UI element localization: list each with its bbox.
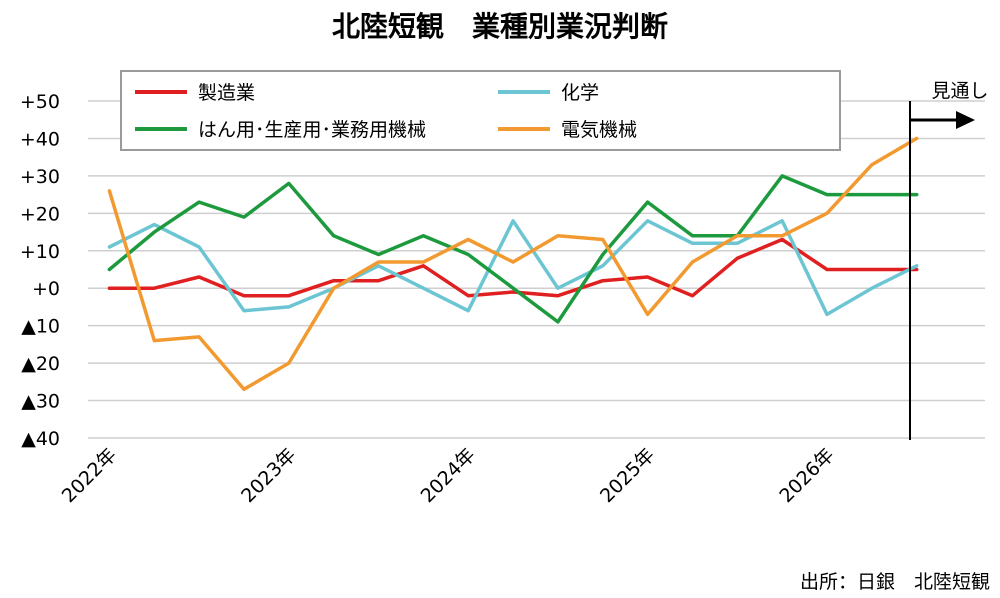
legend-label-1: 化学 [561, 82, 599, 104]
forecast-marker: 見通し [908, 80, 989, 440]
chart-title: 北陸短観 業種別業況判断 [332, 10, 668, 43]
y-tick-label: +20 [20, 203, 60, 225]
y-axis-ticks: +50 +40 +30 +20 +10 +0 ▲10 ▲20 ▲30 ▲40 [20, 91, 60, 450]
series-line-2 [107, 174, 919, 324]
y-tick-label: ▲30 [21, 391, 60, 413]
y-tick-label: ▲20 [21, 353, 60, 375]
y-tick-label: +30 [20, 166, 60, 188]
legend-box [120, 70, 841, 151]
series-line-0 [107, 237, 919, 298]
series-lines [107, 136, 919, 392]
y-tick-label: ▲40 [21, 428, 60, 450]
y-tick-label: +50 [20, 91, 60, 113]
y-tick-label: +10 [20, 241, 60, 263]
x-axis-ticks: 2022年 2023年 2024年 2025年 2026年 [58, 444, 839, 507]
x-tick-label: 2022年 [58, 444, 121, 507]
forecast-label: 見通し [931, 80, 988, 102]
y-tick-label: ▲10 [21, 316, 60, 338]
series-line-3 [107, 136, 919, 392]
legend-label-3: 電気機械 [561, 119, 637, 141]
y-tick-label: +0 [32, 278, 60, 300]
legend-label-2: はん用･生産用･業務用機械 [198, 119, 426, 141]
series-line-1 [107, 219, 919, 317]
y-tick-label: +40 [20, 128, 60, 150]
x-tick-label: 2026年 [775, 444, 838, 507]
source-note: 出所：日銀 北陸短観 [800, 571, 990, 593]
legend-label-0: 製造業 [198, 82, 255, 104]
forecast-arrow-icon [956, 111, 975, 129]
x-tick-label: 2025年 [596, 444, 659, 507]
x-tick-label: 2024年 [417, 444, 480, 507]
x-tick-label: 2023年 [237, 444, 300, 507]
